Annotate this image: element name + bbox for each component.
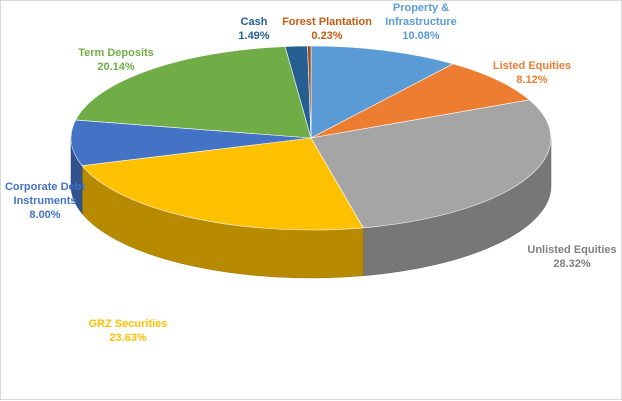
- data-label-category: Infrastructure: [385, 16, 457, 28]
- data-label-corporate-debt-instruments: Corporate Debt Instruments 8.00%: [5, 181, 85, 221]
- data-label-property-infrastructure: Property & Infrastructure 10.08%: [385, 2, 457, 42]
- pie-label-layer: Property & Infrastructure 10.08% Listed Equ…: [5, 2, 617, 344]
- pie-slice-unlisted-equities: [310, 99, 552, 229]
- data-label-category: GRZ Securities: [89, 318, 168, 330]
- data-label-cash: Cash 1.49%: [238, 16, 269, 42]
- data-label-category: Term Deposits: [78, 47, 154, 59]
- data-label-category: Listed Equities: [493, 60, 571, 72]
- data-label-category: Unlisted Equities: [527, 244, 616, 256]
- data-label-category: Corporate Debt: [5, 181, 85, 193]
- data-label-value: 1.49%: [238, 30, 269, 42]
- data-label-listed-equities: Listed Equities 8.12%: [493, 60, 571, 86]
- data-label-category: Cash: [241, 16, 268, 28]
- pie-slice-grz-securities: [81, 137, 364, 231]
- data-label-value: 10.08%: [402, 30, 440, 42]
- data-label-value: 0.23%: [311, 30, 342, 42]
- data-label-category: Property &: [393, 2, 449, 14]
- data-label-value: 8.00%: [29, 209, 60, 221]
- data-label-term-deposits: Term Deposits 20.14%: [78, 47, 154, 73]
- pie-slice-property-infrastructure: [310, 45, 454, 139]
- data-label-unlisted-equities: Unlisted Equities 28.32%: [527, 244, 616, 270]
- data-label-category: Forest Plantation: [282, 16, 372, 28]
- data-label-category: Instruments: [14, 195, 77, 207]
- data-label-grz-securities: GRZ Securities 23.63%: [89, 318, 168, 344]
- data-label-forest-plantation: Forest Plantation 0.23%: [282, 16, 372, 42]
- pie-slice-listed-equities: [310, 63, 531, 139]
- data-label-value: 8.12%: [516, 74, 547, 86]
- pie-top-layer: [70, 45, 552, 231]
- pie-slice-forest-plantation: [307, 45, 312, 139]
- pie-slice-corporate-debt-instruments: [70, 119, 312, 166]
- data-label-value: 23.63%: [109, 332, 147, 344]
- data-label-value: 20.14%: [97, 61, 135, 73]
- data-label-value: 28.32%: [553, 258, 591, 270]
- pie-slice-term-deposits: [75, 46, 312, 139]
